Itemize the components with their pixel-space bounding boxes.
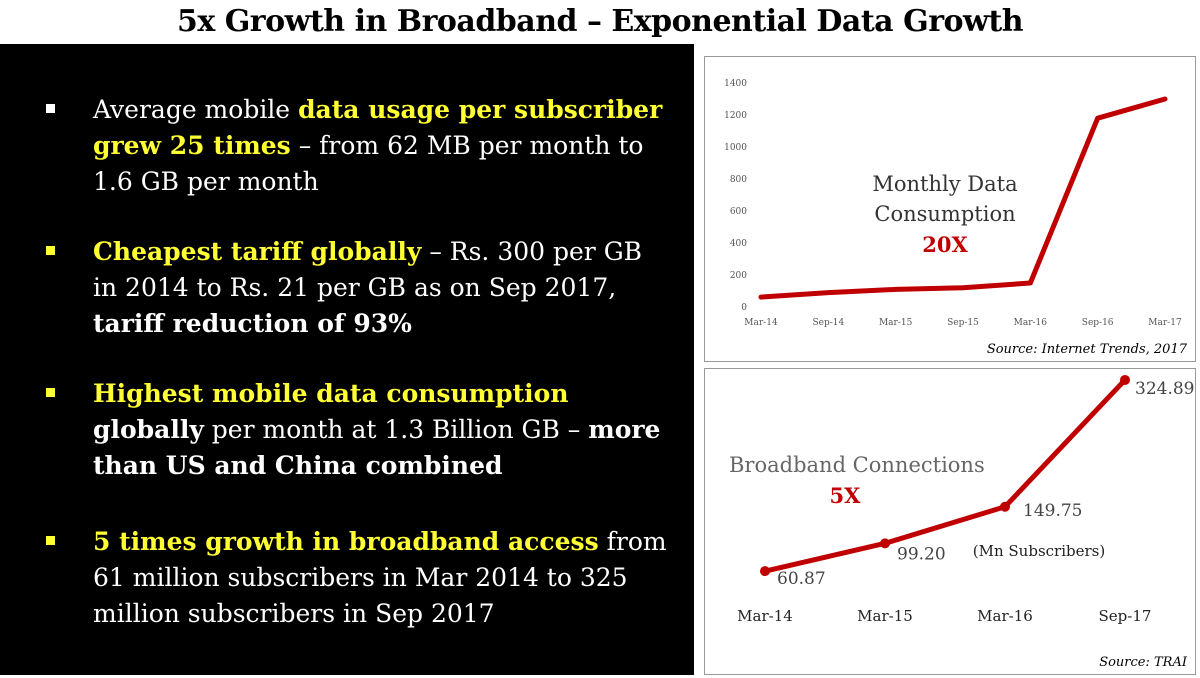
y-tick-label: 800 [730, 175, 747, 185]
unit-note: (Mn Subscribers) [973, 542, 1105, 560]
bullet-item: Cheapest tariff globally – Rs. 300 per G… [46, 234, 670, 342]
data-point [760, 566, 770, 577]
annotation-label: Broadband Connections [729, 453, 985, 477]
broadband-chart: 60.87 99.20 149.75 324.89 Mar-14 Mar-15 Mar-16… [704, 368, 1196, 675]
bullet-text-part: – from 62 MB per month to 1.6 GB per mon… [93, 131, 644, 196]
highlight-yellow: Cheapest tariff globally [93, 237, 422, 266]
bullet-marker [46, 104, 55, 113]
bullet-marker [46, 246, 55, 255]
y-tick-label: 400 [730, 239, 747, 249]
x-tick-label: Mar-16 [977, 607, 1033, 625]
bullet-panel: Average mobile data usage per subscriber… [0, 44, 694, 675]
highlight-white: globally [93, 415, 204, 444]
y-tick-label: 1400 [724, 79, 747, 89]
chart-source: Source: TRAI [1099, 655, 1187, 670]
x-tick-label: Mar-16 [1014, 318, 1048, 328]
bullet-text-part: per month at 1.3 Billion GB – [203, 415, 589, 444]
x-tick-label: Mar-17 [1148, 318, 1182, 328]
data-label: 149.75 [1023, 501, 1082, 521]
monthly-data-chart: 0 200 400 600 800 1000 1200 1400 Mar-14 Sep-14 Mar… [704, 56, 1196, 362]
bullet-item: Highest mobile data consumption globally… [46, 376, 670, 484]
y-tick-label: 1200 [724, 111, 747, 121]
bullet-text: Average mobile data usage per subscriber… [93, 92, 670, 200]
data-series-line [762, 377, 1128, 574]
highlight-yellow: Highest mobile data consumption [93, 379, 569, 408]
multiplier-label: 20X [922, 232, 968, 257]
x-tick-label: Sep-17 [1099, 607, 1152, 625]
bullet-text: Highest mobile data consumption globally… [93, 376, 670, 484]
data-point [1120, 374, 1130, 385]
data-point [1000, 501, 1010, 512]
bullet-text-part: – Rs. 300 per GB in 2014 to Rs. 21 per G… [93, 237, 643, 302]
broadband-chart-svg: 60.87 99.20 149.75 324.89 Mar-14 Mar-15 Mar-16… [729, 374, 1194, 625]
multiplier-label: 5X [830, 483, 862, 508]
bullet-text-part: Average mobile [93, 95, 299, 124]
bullet-item: 5 times growth in broadband access from … [46, 524, 670, 632]
y-tick-label: 1000 [724, 143, 747, 153]
data-label: 324.89 [1135, 379, 1194, 399]
x-tick-label: Mar-14 [744, 318, 778, 328]
x-tick-label: Sep-14 [812, 318, 844, 328]
highlight-yellow: 5 times growth in broadband access [93, 527, 599, 556]
highlight-white: tariff reduction of 93% [93, 309, 412, 338]
x-tick-label: Sep-16 [1082, 318, 1114, 328]
data-series-line [758, 96, 1168, 300]
bullet-text: 5 times growth in broadband access from … [93, 524, 670, 632]
data-label: 99.20 [897, 544, 946, 564]
x-tick-label: Sep-15 [947, 318, 979, 328]
highlight-yellow: data usage per subscriber grew 25 times [93, 95, 663, 160]
chart-source: Source: Internet Trends, 2017 [986, 342, 1187, 357]
page-title: 5x Growth in Broadband – Exponential Dat… [176, 4, 1024, 39]
bullet-marker [46, 388, 55, 397]
annotation-label: Consumption [874, 202, 1015, 226]
y-tick-label: 200 [730, 271, 747, 281]
bullet-text: Cheapest tariff globally – Rs. 300 per G… [93, 234, 670, 342]
data-label: 60.87 [777, 569, 826, 589]
bullet-text-part: from 61 million subscribers in Mar 2014 … [93, 527, 667, 628]
x-tick-label: Mar-15 [879, 318, 913, 328]
monthly-data-chart-svg: 0 200 400 600 800 1000 1200 1400 Mar-14 Sep-14 Mar… [724, 79, 1182, 328]
highlight-white: more than US and China combined [93, 415, 661, 480]
y-tick-label: 600 [730, 207, 747, 217]
bullet-item: Average mobile data usage per subscriber… [46, 92, 670, 200]
x-tick-label: Mar-15 [857, 607, 913, 625]
bullet-marker [46, 536, 55, 545]
x-tick-label: Mar-14 [737, 607, 793, 625]
y-tick-label: 0 [741, 303, 747, 313]
data-point [880, 538, 890, 549]
panel-divider [694, 44, 704, 675]
annotation-label: Monthly Data [872, 172, 1017, 196]
